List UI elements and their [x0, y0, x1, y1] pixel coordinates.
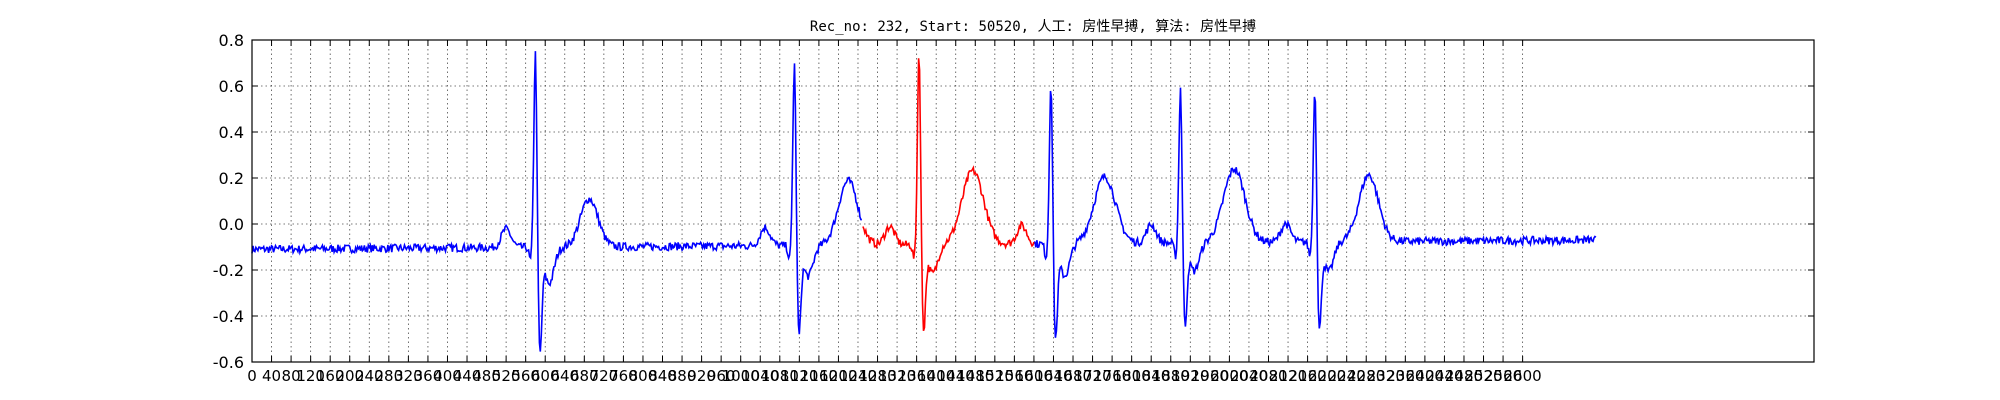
x-tick-label: 1160 [800, 367, 838, 385]
chart-title: Rec_no: 232, Start: 50520, 人工: 房性早搏, 算法:… [810, 18, 1256, 35]
x-tick-label: 120 [296, 367, 325, 385]
x-tick-label: 1240 [839, 367, 877, 385]
x-tick-label: 1600 [1015, 367, 1053, 385]
x-tick-label: 1800 [1113, 367, 1151, 385]
x-tick-label: 880 [668, 367, 697, 385]
y-tick-label: 0.6 [219, 77, 244, 96]
x-tick-label: 680 [570, 367, 599, 385]
grid-layer [252, 40, 1814, 362]
y-tick-label: 0.4 [219, 123, 244, 142]
x-tick-label: 1120 [780, 367, 818, 385]
x-tick-label: 1840 [1132, 367, 1170, 385]
x-tick-label: 1560 [995, 367, 1033, 385]
x-tick-label: 2200 [1308, 367, 1346, 385]
x-tick-label: 1960 [1191, 367, 1229, 385]
x-tick-label: 2240 [1328, 367, 1366, 385]
x-tick-label: 2360 [1386, 367, 1424, 385]
x-tick-label: 2520 [1464, 367, 1502, 385]
ecg-trace-segment [251, 51, 862, 352]
x-tick-label: 480 [472, 367, 501, 385]
x-tick-label: 1280 [858, 367, 896, 385]
x-tick-label: 2600 [1504, 367, 1542, 385]
x-tick-label: 400 [433, 367, 462, 385]
x-tick-label: 1200 [819, 367, 857, 385]
plot-frame [251, 39, 1815, 363]
x-tick-label: 440 [453, 367, 482, 385]
x-tick-label: 40 [262, 367, 281, 385]
y-tick-label: -0.4 [213, 307, 244, 326]
x-tick-label: 2000 [1210, 367, 1248, 385]
x-tick-label: 1080 [761, 367, 799, 385]
y-axis-ticks: -0.6 -0.4 -0.2 0.0 0.2 0.4 0.6 0.8 [213, 31, 1814, 372]
x-tick-label: 1880 [1152, 367, 1190, 385]
x-tick-label: 280 [375, 367, 404, 385]
x-tick-label: 1040 [741, 367, 779, 385]
ecg-trace-segment [1033, 87, 1597, 338]
x-tick-label: 1520 [976, 367, 1014, 385]
x-tick-label: 2160 [1288, 367, 1326, 385]
x-tick-label: 2560 [1484, 367, 1522, 385]
y-tick-label: 0.2 [219, 169, 244, 188]
x-tick-label: 320 [394, 367, 423, 385]
y-tick-label: 0.0 [219, 215, 244, 234]
x-tick-label: 1400 [917, 367, 955, 385]
x-tick-label: 1640 [1034, 367, 1072, 385]
x-tick-label: 1760 [1093, 367, 1131, 385]
x-tick-label: 760 [609, 367, 638, 385]
x-tick-label: 560 [511, 367, 540, 385]
x-tick-label: 1680 [1054, 367, 1092, 385]
x-tick-label: 240 [355, 367, 384, 385]
x-tick-label: 920 [687, 367, 716, 385]
x-tick-label: 2120 [1269, 367, 1307, 385]
x-tick-label: 1920 [1171, 367, 1209, 385]
x-axis-ticks: 0 40 8012016020024028032036040044048052056… [247, 40, 1542, 385]
x-tick-label: 2440 [1425, 367, 1463, 385]
x-tick-label: 80 [282, 367, 301, 385]
y-tick-label: -0.6 [213, 353, 244, 372]
trace-layer [251, 51, 1597, 352]
y-tick-label: 0.8 [219, 31, 244, 50]
x-tick-label: 600 [531, 367, 560, 385]
x-tick-label: 720 [590, 367, 619, 385]
x-tick-label: 1440 [937, 367, 975, 385]
x-tick-label: 1320 [878, 367, 916, 385]
x-tick-label: 200 [335, 367, 364, 385]
x-tick-label: 2280 [1347, 367, 1385, 385]
x-tick-label: 2480 [1445, 367, 1483, 385]
x-tick-label: 1480 [956, 367, 994, 385]
x-tick-label: 2040 [1230, 367, 1268, 385]
x-tick-label: 2320 [1367, 367, 1405, 385]
x-tick-label: 840 [648, 367, 677, 385]
x-tick-label: 640 [550, 367, 579, 385]
x-tick-label: 2080 [1249, 367, 1287, 385]
x-tick-label: 0 [247, 367, 257, 385]
ecg-highlight-segment [862, 58, 1035, 332]
x-tick-label: 2400 [1406, 367, 1444, 385]
x-tick-label: 160 [316, 367, 345, 385]
x-tick-label: 1720 [1073, 367, 1111, 385]
x-tick-label: 1360 [898, 367, 936, 385]
x-tick-label: 1000 [722, 367, 760, 385]
y-tick-label: -0.2 [213, 261, 244, 280]
x-tick-label: 800 [629, 367, 658, 385]
x-tick-label: 520 [492, 367, 521, 385]
x-tick-label: 960 [707, 367, 736, 385]
x-tick-label: 360 [414, 367, 443, 385]
